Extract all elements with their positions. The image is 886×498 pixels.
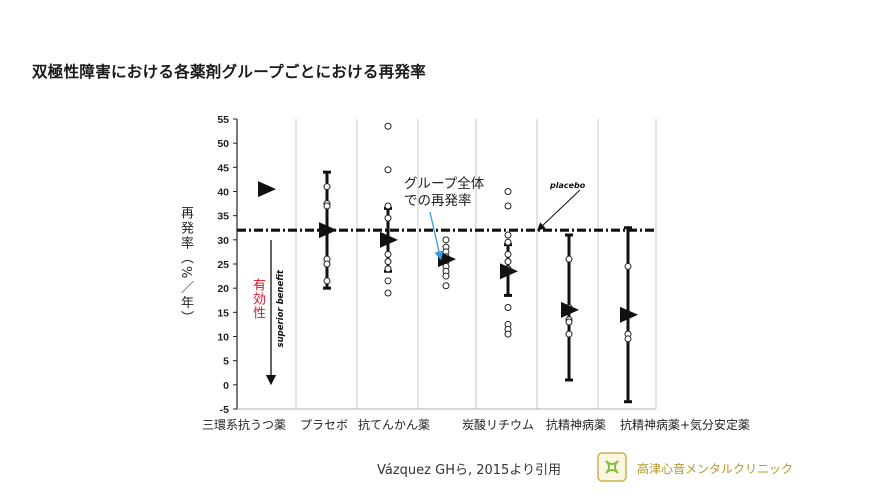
y-tick-label: 30 — [217, 235, 229, 247]
study-point — [504, 231, 512, 239]
pooled-estimate-marker — [500, 263, 518, 280]
y-tick-label: 0 — [223, 380, 229, 392]
pooled-estimate-marker — [319, 222, 337, 239]
x-axis-labels: 三環系抗うつ薬 プラセボ 抗てんかん薬 炭酸リチウム 抗精神病薬 抗精神病薬+気分安定薬 — [202, 417, 750, 432]
study-point — [384, 202, 392, 210]
clinic-logo-icon — [597, 452, 627, 482]
x-tick-label: 抗精神病薬+気分安定薬 — [620, 417, 750, 432]
x-tick-label: 抗精神病薬 — [546, 417, 606, 432]
study-point — [624, 262, 632, 270]
study-point — [504, 330, 512, 338]
superior-benefit-label: superior benefit — [276, 270, 286, 348]
study-point — [384, 265, 392, 273]
y-tick-label: 40 — [217, 187, 229, 199]
study-point — [384, 166, 392, 174]
study-point — [323, 260, 331, 268]
x-tick-label: 抗てんかん薬 — [358, 417, 430, 432]
efficacy-label: 有効性 — [250, 278, 265, 320]
study-point — [384, 277, 392, 285]
study-point — [504, 238, 512, 246]
study-point — [323, 202, 331, 210]
y-tick-label: 15 — [217, 307, 229, 319]
vertical-gridlines — [295, 119, 657, 409]
y-tick-label: 45 — [217, 162, 229, 174]
study-point — [442, 272, 450, 280]
group-note-line-1: グループ全体 — [404, 176, 485, 192]
y-tick-label: 20 — [217, 283, 229, 295]
y-axis: -5 0 5 10 15 20 25 30 35 40 45 50 55 — [217, 114, 656, 416]
clinic-name: 高津心音メンタルクリニック — [637, 462, 794, 476]
y-tick-label: -5 — [220, 404, 229, 416]
y-axis-label: 再発率（%／年） — [178, 206, 193, 326]
citation: Vázquez GHら, 2015より引用 — [377, 463, 562, 478]
data-marks — [258, 122, 638, 404]
placebo-reference — [237, 189, 656, 232]
annotation-arrows — [265, 211, 444, 386]
pooled-estimate-marker — [620, 306, 638, 323]
study-point — [565, 318, 573, 326]
pooled-estimate-marker — [561, 301, 579, 318]
study-point — [565, 330, 573, 338]
y-tick-label: 10 — [217, 332, 229, 344]
study-point — [384, 122, 392, 130]
study-point — [504, 250, 512, 258]
study-point — [442, 282, 450, 290]
study-point — [504, 258, 512, 266]
x-tick-label: 炭酸リチウム — [462, 417, 534, 432]
y-tick-label: 50 — [217, 138, 229, 150]
study-point — [504, 304, 512, 311]
study-point — [384, 250, 392, 258]
group-note-arrow — [429, 211, 444, 261]
study-point — [504, 202, 512, 210]
group-rate-note: グループ全体 での再発率 — [404, 176, 484, 210]
study-point — [442, 236, 450, 244]
study-point — [504, 188, 512, 195]
group-note-line-2: での再発率 — [404, 193, 472, 209]
pooled-estimate-marker — [380, 231, 398, 248]
x-tick-label: プラセボ — [300, 418, 348, 432]
y-tick-label: 25 — [217, 259, 229, 271]
study-point — [384, 258, 392, 266]
study-point — [384, 289, 392, 297]
x-tick-label: 三環系抗うつ薬 — [202, 417, 286, 432]
placebo-label: placebo — [550, 181, 586, 190]
study-point — [384, 214, 392, 222]
y-tick-label: 55 — [217, 114, 229, 126]
study-point — [323, 277, 331, 285]
study-point — [624, 335, 632, 343]
slide-title: 双極性障害における各薬剤グループごとにおける再発率 — [32, 63, 427, 81]
placebo-pointer — [537, 189, 581, 231]
y-tick-label: 35 — [217, 211, 229, 223]
pooled-estimate-marker — [258, 181, 276, 198]
y-tick-label: 5 — [223, 356, 229, 368]
study-point — [565, 255, 573, 263]
study-point — [323, 183, 331, 191]
